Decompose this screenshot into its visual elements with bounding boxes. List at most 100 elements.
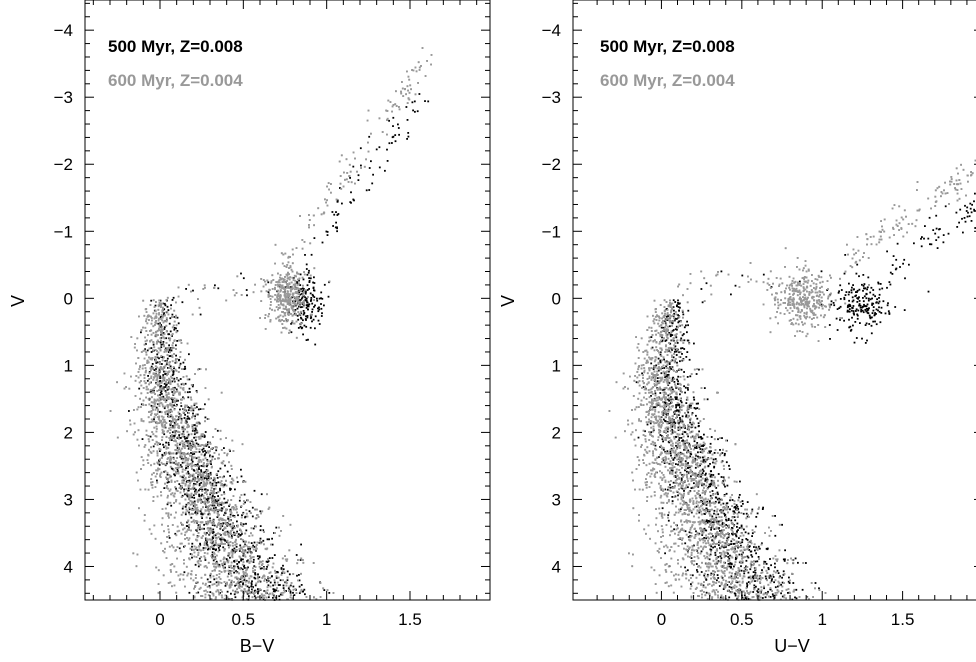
- data-point-600myr: [289, 523, 292, 526]
- data-point-500myr: [310, 298, 313, 301]
- data-point-500myr: [244, 516, 246, 519]
- data-point-500myr: [305, 325, 308, 328]
- data-point-600myr: [221, 476, 224, 479]
- data-point-500myr: [301, 290, 304, 293]
- data-point-600myr: [213, 509, 216, 511]
- data-point-500myr: [158, 357, 160, 360]
- data-point-500myr: [336, 226, 338, 229]
- data-point-500myr: [189, 553, 192, 555]
- data-point-600myr: [222, 485, 225, 488]
- data-point-600myr: [417, 61, 420, 64]
- data-point-600myr: [299, 290, 302, 292]
- data-point-600myr: [172, 393, 174, 396]
- data-point-500myr: [294, 300, 297, 303]
- data-point-600myr: [144, 326, 147, 329]
- data-point-600myr: [157, 319, 160, 322]
- data-point-500myr: [205, 445, 208, 447]
- data-point-500myr: [188, 526, 190, 529]
- data-point-500myr: [192, 409, 195, 412]
- data-point-600myr: [136, 408, 139, 411]
- data-point-600myr: [150, 333, 153, 336]
- data-point-500myr: [128, 410, 130, 412]
- data-point-600myr: [152, 496, 155, 498]
- data-point-500myr: [289, 591, 292, 594]
- data-point-500myr: [196, 413, 199, 416]
- data-point-500myr: [231, 548, 234, 551]
- data-point-600myr: [152, 420, 155, 422]
- data-point-500myr: [269, 581, 272, 584]
- data-point-500myr: [146, 349, 149, 352]
- data-point-500myr: [224, 512, 226, 514]
- data-point-500myr: [304, 290, 307, 293]
- data-point-600myr: [153, 524, 156, 527]
- data-point-500myr: [198, 495, 201, 498]
- data-point-500myr: [208, 446, 210, 448]
- data-point-500myr: [207, 441, 209, 444]
- data-point-600myr: [407, 89, 409, 92]
- data-point-500myr: [222, 529, 224, 532]
- data-point-600myr: [169, 429, 172, 431]
- data-point-600myr: [149, 304, 152, 306]
- data-point-500myr: [165, 363, 168, 366]
- data-point-500myr: [176, 447, 179, 449]
- data-point-500myr: [317, 310, 320, 313]
- data-point-600myr: [142, 404, 145, 406]
- data-point-500myr: [210, 497, 213, 500]
- data-point-600myr: [155, 342, 158, 345]
- data-point-600myr: [291, 276, 294, 279]
- data-point-600myr: [288, 332, 290, 334]
- data-point-600myr: [264, 317, 266, 319]
- data-point-500myr: [156, 353, 159, 356]
- data-point-600myr: [190, 407, 193, 409]
- data-point-500myr: [174, 430, 177, 432]
- data-point-600myr: [213, 551, 215, 554]
- data-point-500myr: [209, 471, 212, 474]
- data-point-600myr: [251, 592, 254, 594]
- data-point-500myr: [247, 595, 250, 597]
- data-point-600myr: [155, 335, 158, 338]
- data-point-500myr: [267, 291, 270, 294]
- data-point-500myr: [303, 288, 305, 290]
- data-point-500myr: [199, 510, 202, 513]
- data-point-500myr: [326, 234, 329, 236]
- data-point-500myr: [252, 527, 255, 530]
- data-point-500myr: [244, 501, 246, 504]
- data-point-600myr: [251, 587, 254, 590]
- data-point-500myr: [352, 165, 355, 168]
- data-point-600myr: [224, 594, 227, 597]
- data-point-500myr: [163, 313, 165, 316]
- data-point-500myr: [213, 578, 216, 581]
- data-point-500myr: [204, 416, 207, 419]
- data-point-500myr: [247, 566, 249, 569]
- data-point-500myr: [289, 286, 292, 288]
- data-point-600myr: [191, 512, 193, 515]
- data-point-500myr: [257, 557, 260, 560]
- data-point-500myr: [254, 572, 257, 574]
- data-point-500myr: [181, 494, 184, 497]
- data-point-500myr: [235, 570, 237, 572]
- data-point-600myr: [271, 288, 274, 290]
- data-point-600myr: [277, 576, 280, 579]
- data-point-500myr: [252, 558, 255, 561]
- data-point-500myr: [205, 542, 208, 545]
- data-point-500myr: [200, 512, 203, 515]
- data-point-600myr: [340, 187, 343, 190]
- data-point-600myr: [147, 435, 150, 437]
- data-point-500myr: [220, 509, 223, 512]
- data-point-500myr: [226, 524, 229, 527]
- data-point-500myr: [173, 422, 176, 424]
- data-point-600myr: [173, 584, 176, 587]
- data-point-500myr: [212, 500, 214, 503]
- data-point-500myr: [160, 324, 162, 326]
- data-point-500myr: [280, 568, 283, 570]
- data-point-500myr: [217, 495, 219, 497]
- data-point-500myr: [205, 469, 208, 471]
- data-point-600myr: [182, 411, 185, 414]
- data-point-500myr: [175, 400, 178, 402]
- data-point-500myr: [212, 531, 215, 534]
- data-point-500myr: [300, 317, 303, 320]
- data-point-500myr: [266, 538, 269, 541]
- data-point-500myr: [242, 554, 245, 557]
- data-point-600myr: [263, 579, 266, 582]
- data-point-600myr: [406, 85, 409, 88]
